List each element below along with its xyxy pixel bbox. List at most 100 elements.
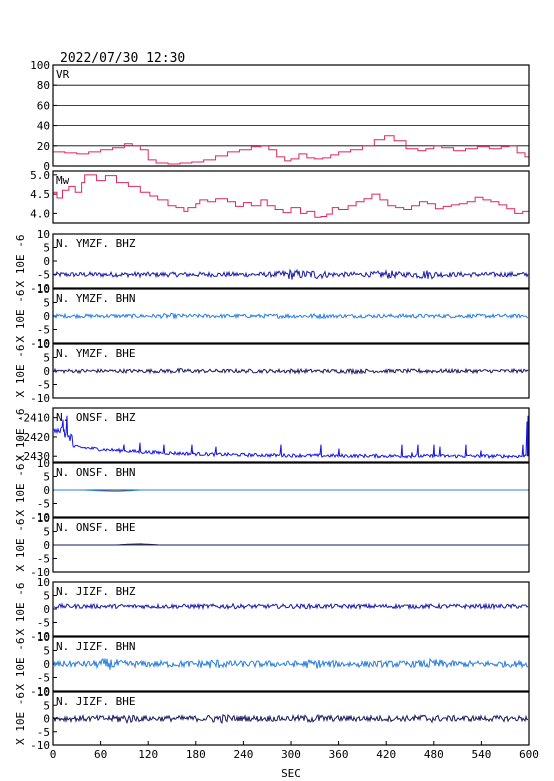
panel-label: Mw (56, 174, 70, 187)
y-tick-label: 10 (37, 228, 50, 241)
y-tick-label: 5 (43, 297, 50, 310)
series-line (53, 367, 529, 376)
y-tick-label: -10 (30, 630, 50, 643)
y-tick-label: 5.0 (30, 169, 50, 182)
panel-frame (52, 462, 530, 518)
panel-frame (52, 636, 530, 692)
x-tick-label: 300 (281, 748, 301, 761)
y-tick-label: 0 (43, 310, 50, 323)
x-axis: 0 60 120 180 240 300 360 420 480 540 600 (50, 741, 539, 761)
x-tick-label: 540 (471, 748, 491, 761)
series-line (54, 543, 528, 546)
panel-label: N. ONSF. BHZ (56, 411, 136, 424)
y-tick-label: 10 (37, 631, 50, 644)
y-tick-label: 4.0 (30, 207, 50, 220)
series-line (53, 174, 530, 218)
panel-frame (52, 170, 530, 224)
y-tick-label: 5 (43, 471, 50, 484)
y-tick-label: 0 (43, 603, 50, 616)
panel-frame (52, 233, 530, 289)
series-line (53, 312, 529, 320)
y-tick-label: -10 (30, 685, 50, 698)
series-line (53, 657, 529, 670)
x-tick-label: 0 (50, 748, 57, 761)
panel-5: -2430 -2420 -2410 N. ONSF. BHZ X 10E -6 (14, 407, 530, 463)
y-tick-label: 40 (37, 120, 50, 133)
y-tick-label: 0 (43, 255, 50, 268)
y-tick-label: 5 (43, 526, 50, 539)
y-tick-label: -2420 (17, 431, 50, 444)
panel-label: VR (56, 68, 70, 81)
panel-frame (52, 407, 530, 463)
y-tick-label: -5 (37, 379, 50, 392)
panel-label: N. ONSF. BHN (56, 466, 135, 479)
panel-6: -10-505 10 N. ONSF. BHN X 10E -6 (14, 457, 530, 524)
y-axis-label: X 10E -6 (14, 345, 27, 398)
panel-1: 4.0 4.5 5.0 Mw (30, 169, 530, 224)
y-tick-label: 5 (43, 242, 50, 255)
panel-label: N. JIZF. BHE (56, 695, 135, 708)
y-axis-label: X 10E -6 (14, 464, 27, 517)
y-tick-label: -10 (30, 282, 50, 295)
panel-frame (52, 517, 530, 573)
y-tick-label: -5 (37, 726, 50, 739)
panel-label: N. JIZF. BHN (56, 640, 135, 653)
panel-frame (52, 581, 530, 637)
y-tick-label: -10 (30, 337, 50, 350)
y-tick-label: 10 (37, 686, 50, 699)
y-axis-label: X 10E -6 (14, 583, 27, 636)
y-tick-label: -5 (37, 498, 50, 511)
y-tick-label: -5 (37, 324, 50, 337)
y-tick-label: 5 (43, 352, 50, 365)
series-line (53, 415, 529, 460)
panel-frame (52, 64, 530, 167)
series-line (53, 135, 530, 165)
y-axis-label: X 10E -6 (14, 519, 27, 572)
y-tick-label: -5 (37, 269, 50, 282)
x-tick-label: 60 (94, 748, 107, 761)
y-tick-label: -5 (37, 672, 50, 685)
y-tick-label: 10 (37, 512, 50, 525)
y-tick-label: 5 (43, 590, 50, 603)
x-tick-label: 360 (329, 748, 349, 761)
y-tick-label: 0 (43, 160, 50, 173)
y-tick-label: 5 (43, 645, 50, 658)
x-tick-label: 180 (186, 748, 206, 761)
y-axis-label: X 10E -6 (14, 290, 27, 343)
y-tick-label: -5 (37, 553, 50, 566)
x-tick-label: 420 (376, 748, 396, 761)
y-tick-label: 4.5 (30, 188, 50, 201)
y-tick-label: 0 (43, 484, 50, 497)
x-tick-label: 600 (519, 748, 539, 761)
y-tick-label: 0 (43, 365, 50, 378)
panel-label: N. YMZF. BHE (56, 347, 135, 360)
x-tick-label: 240 (233, 748, 253, 761)
y-tick-label: 0 (43, 658, 50, 671)
series-line (53, 713, 529, 725)
y-tick-label: -10 (30, 739, 50, 752)
y-axis-label: X 10E -6 (14, 638, 27, 691)
y-tick-label: 5 (43, 699, 50, 712)
series-line (53, 268, 529, 280)
panel-frame (52, 288, 530, 344)
x-tick-label: 480 (424, 748, 444, 761)
y-tick-label: 20 (37, 140, 50, 153)
y-tick-label: 60 (37, 99, 50, 112)
y-axis-label: X 10E -6 (14, 409, 27, 462)
y-tick-label: 10 (37, 283, 50, 296)
panel-label: N. ONSF. BHE (56, 521, 135, 534)
y-tick-label: -10 (30, 511, 50, 524)
y-tick-label: 80 (37, 79, 50, 92)
series-line (54, 489, 528, 492)
y-tick-label: -10 (30, 566, 50, 579)
x-tick-label: 120 (138, 748, 158, 761)
panel-label: N. YMZF. BHN (56, 292, 135, 305)
y-axis-label: X 10E -6 (14, 235, 27, 288)
